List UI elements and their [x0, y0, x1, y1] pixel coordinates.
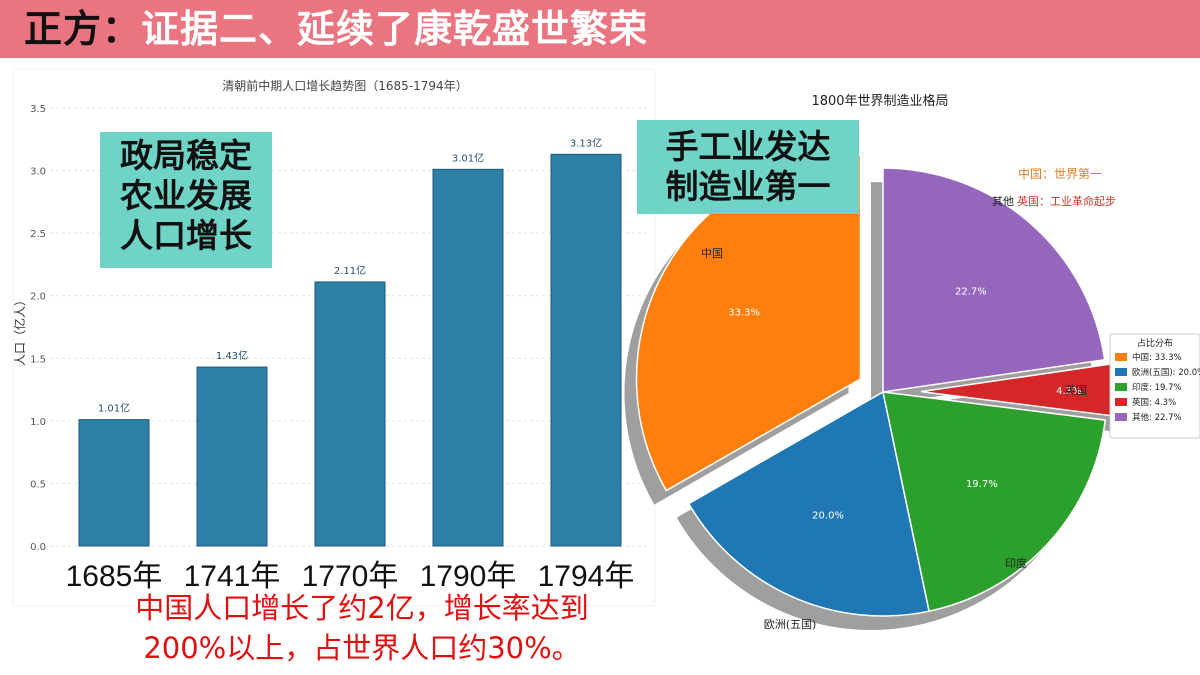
legend-entry: 英国: 4.3%	[1132, 397, 1176, 408]
bar	[432, 168, 504, 547]
pie-pct-label: 19.7%	[966, 479, 998, 490]
right-box-line: 制造业第一	[665, 167, 831, 206]
bar-chart-title: 清朝前中期人口增长趋势图（1685-1794年）	[222, 78, 467, 93]
legend-entry: 中国: 33.3%	[1132, 352, 1182, 363]
left-highlight-box: 政局稳定 农业发展 人口增长	[100, 132, 272, 268]
pie-slice-europe	[687, 390, 931, 617]
bar-y-tick-label: 0.0	[30, 542, 46, 553]
title-prefix: 正方：	[24, 7, 142, 51]
annotation-china: 中国：世界第一	[1018, 166, 1102, 181]
bar-y-tick-label: 3.5	[30, 104, 46, 115]
pie-pct-label: 22.7%	[955, 286, 987, 297]
legend-entry: 欧洲(五国): 20.0%	[1132, 367, 1200, 378]
bar	[314, 281, 386, 547]
caption: 中国人口增长了约2亿，增长率达到 200%以上，占世界人口约30%。	[62, 588, 662, 668]
legend-swatch	[1115, 353, 1127, 361]
pie-legend: 占比分布 中国: 33.3% 欧洲(五国): 20.0% 印度: 19.7% 英国: …	[1109, 333, 1200, 439]
bar-value-label: 3.01亿	[452, 151, 484, 164]
pie-slice-others	[882, 167, 1106, 393]
bar-y-tick-label: 1.0	[30, 417, 46, 428]
legend-entry: 其他: 22.7%	[1132, 412, 1182, 423]
left-box-line: 农业发展	[120, 176, 252, 215]
caption-line: 200%以上，占世界人口约30%。	[143, 631, 581, 665]
title-text: 证据二、延续了康乾盛世繁荣	[141, 7, 649, 51]
legend-swatch	[1115, 413, 1127, 421]
bar	[196, 366, 268, 547]
legend-title: 占比分布	[1137, 337, 1173, 349]
pie-category-label: 英国	[1065, 383, 1087, 397]
pie-category-label: 欧洲(五国)	[764, 618, 817, 631]
right-box-line: 手工业发达	[665, 127, 831, 166]
bar-x-tick-label: 1741年	[183, 560, 281, 593]
annotation-others-label: 其他	[992, 195, 1014, 208]
bar-y-tick-label: 3.0	[30, 167, 46, 178]
header-bar: 正方：证据二、延续了康乾盛世繁荣	[0, 0, 1200, 58]
pie-pct-label: 4.3%	[1056, 386, 1081, 397]
bar-x-tick-label: 1685年	[65, 560, 163, 593]
annotation-britain: 英国：工业革命起步	[1017, 194, 1116, 208]
bar-value-label: 1.01亿	[98, 402, 130, 415]
page-title: 正方：证据二、延续了康乾盛世繁荣	[24, 2, 648, 56]
caption-line: 中国人口增长了约2亿，增长率达到	[135, 591, 589, 625]
pie-pct-label: 33.3%	[728, 308, 760, 319]
bar-x-tick-label: 1770年	[301, 560, 399, 593]
pie-slice-india	[882, 391, 1107, 613]
legend-swatch	[1115, 383, 1127, 391]
pie-category-label: 中国	[701, 247, 723, 260]
left-box-line: 人口增长	[120, 216, 252, 255]
pie-pct-label: 20.0%	[812, 511, 844, 522]
bar-x-tick-label: 1794年	[537, 560, 635, 593]
bar-y-tick-label: 2.5	[30, 229, 46, 240]
bar-chart-ylabel: 人口（亿人）	[12, 294, 27, 366]
pie-category-label: 印度	[1005, 556, 1027, 570]
bar-value-label: 2.11亿	[334, 264, 366, 277]
bar-y-tick-label: 0.5	[30, 479, 46, 490]
left-box-line: 政局稳定	[120, 136, 252, 175]
pie-chart-title: 1800年世界制造业格局	[811, 93, 948, 109]
bar-value-label: 1.43亿	[216, 349, 248, 362]
right-highlight-box: 手工业发达 制造业第一	[637, 120, 859, 214]
legend-swatch	[1115, 368, 1127, 376]
bar-chart: 清朝前中期人口增长趋势图（1685-1794年） 人口（亿人） 0.0 0.5 1.…	[12, 78, 650, 553]
bar-value-label: 3.13亿	[570, 136, 602, 149]
bar	[550, 153, 622, 547]
bar-y-tick-label: 1.5	[30, 354, 46, 365]
legend-entry: 印度: 19.7%	[1132, 382, 1182, 393]
legend-swatch	[1115, 398, 1127, 406]
bar-y-tick-label: 2.0	[30, 292, 46, 303]
bar	[78, 419, 150, 547]
bar-x-tick-label: 1790年	[419, 560, 517, 593]
